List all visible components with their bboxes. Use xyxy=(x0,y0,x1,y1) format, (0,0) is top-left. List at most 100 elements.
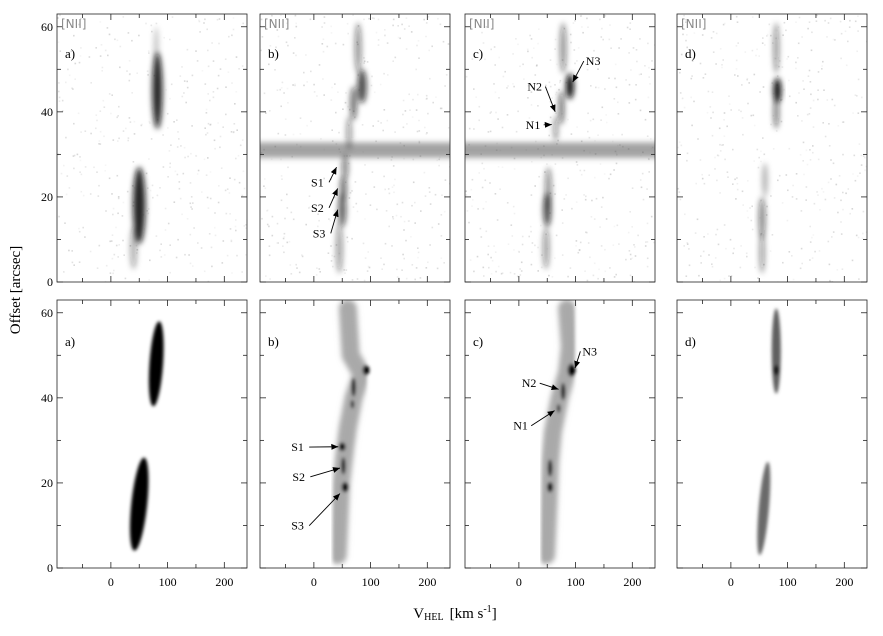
x-axis-title: VHEL [km s-1] xyxy=(413,604,496,623)
emission-knot xyxy=(350,86,357,121)
panel-observed-c: c) [NII] N3 N2 N1 xyxy=(464,13,656,283)
panel-frame xyxy=(464,13,656,283)
emission-knot xyxy=(338,192,347,227)
y-tick-label: 60 xyxy=(41,306,53,320)
x-axis-title-subscript: HEL xyxy=(424,612,443,623)
emission-knot xyxy=(542,226,550,270)
x-tick-label: 100 xyxy=(159,575,177,589)
emission-map xyxy=(130,26,163,270)
model-knot xyxy=(341,457,346,475)
panel-label: b) xyxy=(268,334,279,349)
panel-model-b: 0 100 200 b) S1 S2 S3 xyxy=(259,299,451,589)
panel-label: a) xyxy=(65,334,75,349)
emission-knot xyxy=(553,116,559,142)
model-knot xyxy=(341,482,349,493)
emission-knot xyxy=(133,167,146,244)
x-tick-label: 100 xyxy=(779,575,797,589)
annotation-arrow xyxy=(310,467,341,478)
annotation-arrow xyxy=(328,166,337,183)
panel-label: c) xyxy=(473,46,483,61)
component-label: S1 xyxy=(311,175,324,189)
x-axis-title-symbol: V xyxy=(413,606,424,622)
panels-layer: 0 20 40 60 a) [NII] b) [NII] S1 S2 S3 c) [NII] N3 N2 N1… xyxy=(41,13,868,589)
emission-knot xyxy=(762,162,768,197)
noise-texture xyxy=(677,14,867,282)
panel-label: a) xyxy=(65,46,75,61)
panel-label: d) xyxy=(685,334,696,349)
annotation-arrow xyxy=(574,351,581,369)
annotation-arrow xyxy=(544,86,556,113)
emission-knot xyxy=(336,222,343,274)
y-tick-label: 40 xyxy=(41,105,53,119)
component-label: N3 xyxy=(582,344,597,358)
model-map xyxy=(328,300,372,565)
panel-label: b) xyxy=(268,46,279,61)
emission-knot xyxy=(565,73,574,100)
model-map xyxy=(757,308,781,556)
model-knot xyxy=(547,459,553,477)
emission-knot xyxy=(354,22,362,74)
model-knot xyxy=(560,382,566,400)
x-tick-label: 200 xyxy=(835,575,853,589)
x-tick-label: 0 xyxy=(728,575,734,589)
component-label: N2 xyxy=(527,80,542,94)
emission-knot xyxy=(559,22,567,74)
panel-frame xyxy=(464,299,656,569)
x-tick-label: 0 xyxy=(108,575,114,589)
emission-map xyxy=(260,22,450,274)
emission-knot xyxy=(773,22,780,74)
y-tick-label: 40 xyxy=(41,391,53,405)
panel-frame xyxy=(56,13,248,283)
x-tick-label: 200 xyxy=(623,575,641,589)
model-knot xyxy=(350,399,355,409)
model-band xyxy=(537,300,579,565)
model-knot xyxy=(556,404,561,413)
component-label: N2 xyxy=(522,376,537,390)
panel-model-a: 0 20 40 60 0 100 200 a) xyxy=(41,299,248,589)
model-map xyxy=(129,321,164,551)
y-tick-label: 0 xyxy=(47,561,53,575)
y-tick-label: 20 xyxy=(41,476,53,490)
model-knot xyxy=(129,457,149,551)
annotation-arrow xyxy=(530,410,555,427)
y-tick-label: 60 xyxy=(41,20,53,34)
model-knot xyxy=(757,461,771,556)
emission-knot xyxy=(558,90,565,125)
y-axis-title: Offset [arcsec] xyxy=(8,246,24,334)
panel-model-c: 0 100 200 c) N3 N2 N1 xyxy=(464,299,656,589)
annotation-arrow xyxy=(308,493,341,527)
emission-map xyxy=(465,22,655,270)
y-tick-label: 0 xyxy=(47,275,53,289)
panel-frame xyxy=(676,299,868,569)
x-tick-label: 0 xyxy=(516,575,522,589)
emission-knot xyxy=(543,192,552,227)
x-axis-title-close: ] xyxy=(492,606,497,622)
emission-map xyxy=(758,22,782,274)
component-label: S1 xyxy=(291,440,304,454)
component-label: S2 xyxy=(292,470,305,484)
x-tick-label: 100 xyxy=(567,575,585,589)
panel-frame xyxy=(56,299,248,569)
x-tick-label: 0 xyxy=(311,575,317,589)
component-label: S3 xyxy=(291,519,304,533)
component-label: S2 xyxy=(311,201,324,215)
panel-background xyxy=(677,14,867,282)
emission-knot xyxy=(341,154,349,180)
panel-background xyxy=(57,300,247,568)
emission-knot xyxy=(773,94,780,129)
annotation-arrow xyxy=(572,60,585,83)
x-axis-title-units: [km s xyxy=(450,606,484,622)
model-knot xyxy=(567,363,576,377)
line-tag: [NII] xyxy=(681,17,706,31)
model-knot xyxy=(362,365,370,376)
emission-knot xyxy=(357,69,367,104)
noise-texture xyxy=(57,14,247,282)
y-tick-label: 20 xyxy=(41,190,53,204)
emission-knot xyxy=(152,52,163,129)
model-knot xyxy=(338,442,346,452)
x-tick-label: 200 xyxy=(215,575,233,589)
emission-knot xyxy=(758,196,766,240)
panel-frame xyxy=(259,13,451,283)
component-label: N3 xyxy=(586,54,601,68)
